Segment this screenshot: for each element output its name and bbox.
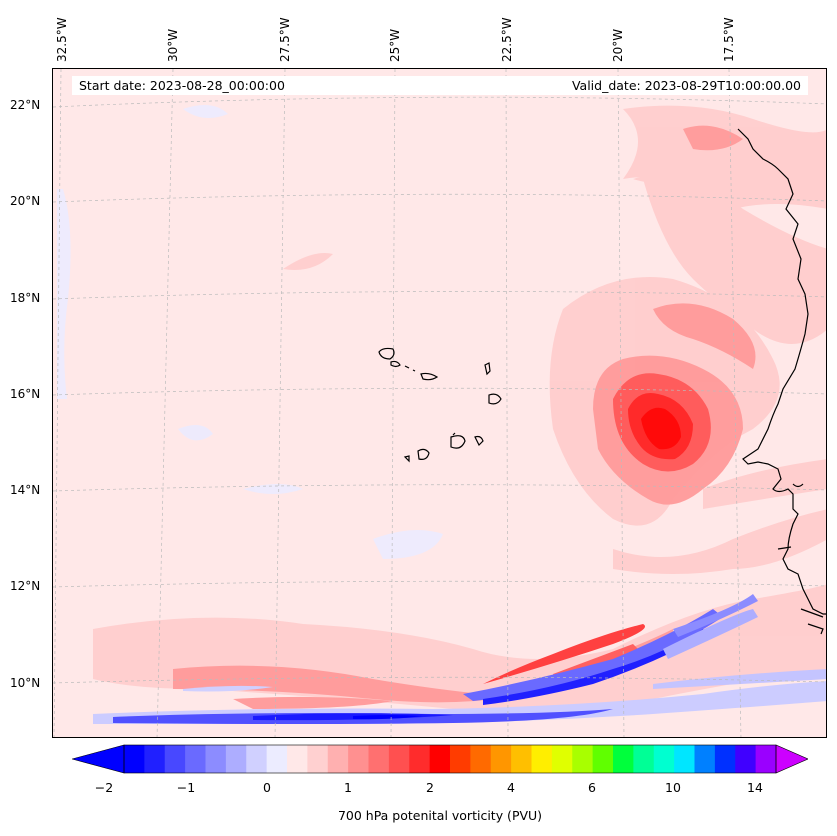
colorbar-tick-label: 2	[426, 780, 434, 795]
lat-label: 20°N	[10, 194, 41, 208]
colorbar-swatch	[470, 745, 492, 773]
colorbar-swatch	[185, 745, 206, 773]
colorbar-tick-label: −1	[176, 780, 196, 795]
colorbar-tick-label: 1	[344, 780, 352, 795]
start-date-label: Start date: 2023-08-28_00:00:00	[79, 78, 285, 93]
colorbar-swatch	[225, 745, 247, 773]
lat-label: 22°N	[10, 98, 41, 112]
colorbar-swatch	[714, 745, 736, 773]
colorbar-outline	[123, 744, 777, 774]
graticule	[53, 69, 826, 737]
lon-label: 27.5°W	[278, 17, 292, 62]
valid-date-label: Valid_date: 2023-08-29T10:00:00.00	[571, 78, 801, 93]
colorbar-swatch	[551, 745, 573, 773]
lat-label: 10°N	[10, 676, 41, 690]
colorbar-swatch	[735, 745, 757, 773]
colorbar-swatch	[144, 745, 166, 773]
colorbar-swatch	[674, 745, 695, 773]
lat-label: 18°N	[10, 291, 41, 305]
lon-label: 20°W	[611, 28, 625, 62]
colorbar-tick-label: 14	[747, 780, 763, 795]
lat-label: 12°N	[10, 579, 41, 593]
lon-label: 32.5°W	[55, 17, 69, 62]
colorbar-over-arrow	[775, 744, 809, 774]
lat-label: 14°N	[10, 483, 41, 497]
colorbar-swatch	[572, 745, 594, 773]
colorbar-swatch	[307, 745, 329, 773]
colorbar-swatch	[694, 745, 716, 773]
colorbar-swatch	[613, 745, 634, 773]
colorbar-swatch	[388, 745, 410, 773]
date-header: Start date: 2023-08-28_00:00:00 Valid_da…	[72, 76, 808, 95]
colorbar-swatch	[755, 745, 777, 773]
map-panel	[52, 68, 827, 738]
colorbar-tick-label: 10	[665, 780, 681, 795]
colorbar-swatch	[450, 745, 471, 773]
colorbar	[70, 744, 809, 774]
colorbar-swatch	[592, 745, 614, 773]
lon-label: 17.5°W	[722, 17, 736, 62]
lat-label: 16°N	[10, 387, 41, 401]
colorbar-title: 700 hPa potenital vorticity (PVU)	[337, 808, 543, 823]
colorbar-swatch	[205, 745, 227, 773]
colorbar-swatch	[429, 745, 451, 773]
colorbar-tick-label: −2	[94, 780, 114, 795]
negative-pv-bands	[93, 594, 826, 725]
colorbar-swatch	[490, 745, 512, 773]
colorbar-swatch	[266, 745, 288, 773]
colorbar-tick-label: 4	[507, 780, 515, 795]
strong-pv-core	[613, 373, 711, 472]
colorbar-tick-label: 6	[588, 780, 596, 795]
colorbar-swatch	[368, 745, 390, 773]
potential-vorticity-map	[53, 69, 826, 737]
colorbar-swatch	[164, 745, 186, 773]
colorbar-swatches	[124, 745, 777, 773]
colorbar-swatch	[124, 745, 145, 773]
negative-pv-patches	[57, 105, 443, 559]
colorbar-swatch	[633, 745, 655, 773]
lon-label: 25°W	[388, 28, 402, 62]
colorbar-svg	[70, 744, 809, 774]
colorbar-under-arrow	[70, 744, 125, 774]
colorbar-swatch	[327, 745, 349, 773]
colorbar-swatch	[246, 745, 268, 773]
coastlines	[737, 128, 826, 635]
colorbar-swatch	[531, 745, 553, 773]
colorbar-swatch	[409, 745, 431, 773]
cape-verde-islands	[378, 347, 502, 463]
colorbar-tick-label: 0	[263, 780, 271, 795]
lon-label: 30°W	[166, 28, 180, 62]
colorbar-swatch	[287, 745, 308, 773]
colorbar-swatch	[348, 745, 369, 773]
colorbar-swatch	[511, 745, 532, 773]
colorbar-swatch	[653, 745, 675, 773]
lon-label: 22.5°W	[500, 17, 514, 62]
